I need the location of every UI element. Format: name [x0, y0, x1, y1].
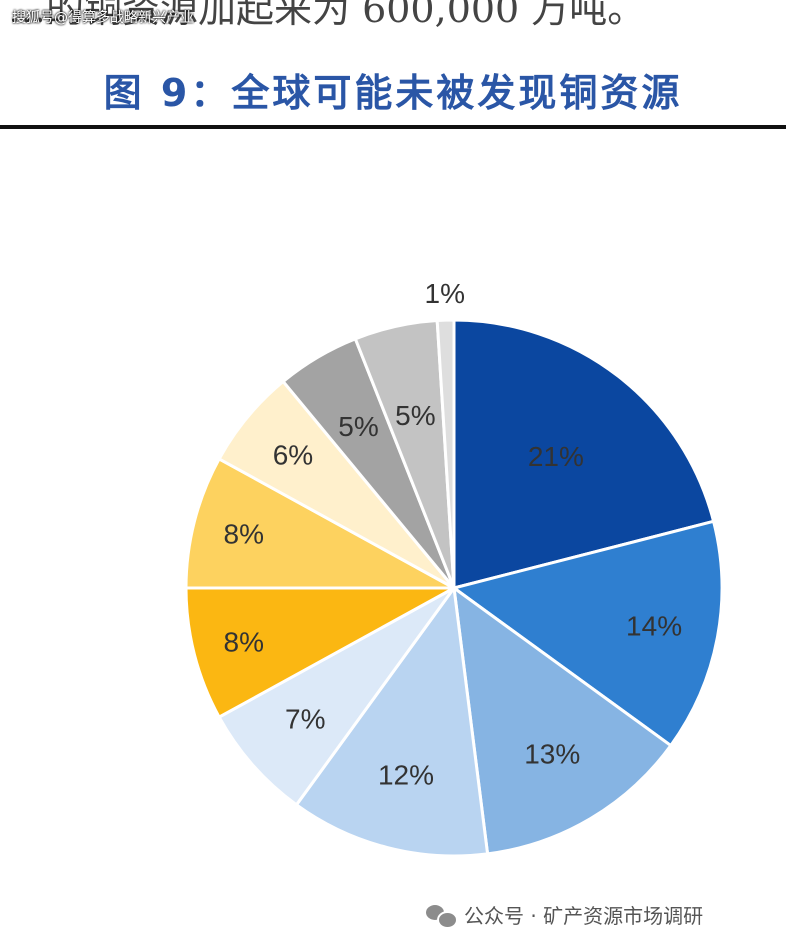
watermark-text: 搜狐号@得算多战略新兴产业: [12, 10, 194, 26]
pie-label-11: 1%: [425, 278, 465, 309]
pie-labels: 21% 14% 13% 12% 7% 8% 8% 6% 5% 5% 1%: [224, 278, 683, 791]
pie-label-5: 7%: [285, 704, 325, 735]
footer-source: 公众号 · 矿产资源市场调研: [426, 900, 703, 929]
figure-title: 图 9：全球可能未被发现铜资源: [103, 71, 683, 115]
pie-label-6: 8%: [224, 626, 264, 657]
cut-off-text-line: …的铜资源加起来为 600,000 万吨。: [8, 0, 646, 31]
pie-slice-7: [184, 456, 455, 590]
title-rule: [0, 125, 786, 129]
pie-label-10: 5%: [395, 400, 435, 431]
pie-slices: [184, 318, 724, 858]
footer-source-text: 公众号 · 矿产资源市场调研: [464, 904, 704, 928]
pie-label-3: 13%: [524, 739, 580, 770]
pie-label-2: 14%: [626, 611, 682, 642]
wechat-icon: [426, 904, 458, 929]
pie-label-4: 12%: [378, 759, 434, 790]
pie-slice-1: [452, 318, 716, 590]
pie-slice-5: [217, 586, 456, 807]
pie-slice-2: [450, 519, 724, 748]
pie-label-1: 21%: [528, 441, 584, 472]
pie-label-9: 5%: [338, 411, 378, 442]
pie-slice-3: [452, 584, 673, 856]
pie-label-7: 8%: [224, 519, 264, 550]
pie-label-8: 6%: [273, 439, 313, 470]
pie-slice-4: [294, 584, 490, 858]
pie-slice-11: [435, 318, 456, 589]
pie-slice-6: [184, 586, 455, 720]
